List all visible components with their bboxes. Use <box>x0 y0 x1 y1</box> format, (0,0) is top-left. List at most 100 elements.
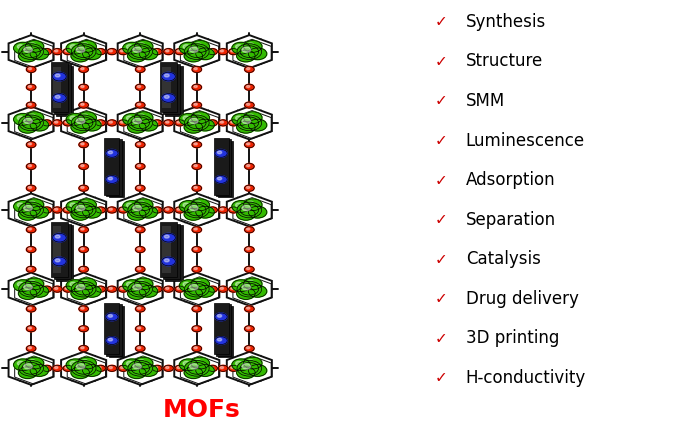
Circle shape <box>138 104 140 106</box>
Circle shape <box>179 359 198 371</box>
Circle shape <box>22 369 29 373</box>
Circle shape <box>26 103 36 109</box>
Polygon shape <box>8 36 53 69</box>
Polygon shape <box>174 194 219 227</box>
Circle shape <box>154 288 158 290</box>
Circle shape <box>232 201 250 213</box>
Circle shape <box>119 207 128 214</box>
Circle shape <box>237 51 255 63</box>
Circle shape <box>75 46 93 59</box>
Circle shape <box>247 248 250 250</box>
Circle shape <box>14 43 32 55</box>
Circle shape <box>247 144 250 146</box>
Circle shape <box>245 247 254 253</box>
Circle shape <box>81 327 84 329</box>
Circle shape <box>247 115 253 119</box>
Circle shape <box>127 362 133 365</box>
Circle shape <box>237 45 262 60</box>
Circle shape <box>123 114 141 126</box>
Circle shape <box>136 326 145 332</box>
Circle shape <box>44 367 47 369</box>
Circle shape <box>133 119 141 125</box>
Circle shape <box>166 209 169 211</box>
Circle shape <box>192 103 201 109</box>
Circle shape <box>70 204 76 207</box>
Circle shape <box>231 209 234 211</box>
Circle shape <box>188 362 206 374</box>
Bar <box>216 140 231 197</box>
Circle shape <box>152 207 162 214</box>
Circle shape <box>123 201 141 213</box>
Polygon shape <box>227 194 272 227</box>
Circle shape <box>247 281 253 285</box>
Circle shape <box>188 125 195 128</box>
Circle shape <box>28 86 32 89</box>
Circle shape <box>109 51 112 53</box>
Text: Luminescence: Luminescence <box>466 131 585 149</box>
Circle shape <box>191 49 198 53</box>
Circle shape <box>71 288 90 299</box>
Circle shape <box>65 288 68 290</box>
Polygon shape <box>61 273 106 306</box>
Circle shape <box>14 114 32 126</box>
Circle shape <box>220 288 223 290</box>
Circle shape <box>210 209 213 211</box>
Circle shape <box>183 117 190 121</box>
Text: Separation: Separation <box>466 210 556 228</box>
Circle shape <box>136 266 145 273</box>
Circle shape <box>71 45 96 60</box>
Text: ✓: ✓ <box>435 14 448 29</box>
Circle shape <box>192 266 201 273</box>
Circle shape <box>28 347 32 349</box>
Circle shape <box>247 268 250 270</box>
Text: ✓: ✓ <box>435 133 448 148</box>
Circle shape <box>127 209 146 221</box>
Circle shape <box>131 46 149 59</box>
Circle shape <box>164 75 169 78</box>
Circle shape <box>245 266 254 273</box>
Circle shape <box>18 116 43 132</box>
Circle shape <box>30 365 49 376</box>
Circle shape <box>240 284 258 296</box>
Circle shape <box>175 365 185 372</box>
Circle shape <box>236 283 242 286</box>
Bar <box>53 227 62 273</box>
Circle shape <box>128 45 153 60</box>
Circle shape <box>162 73 175 82</box>
Polygon shape <box>61 352 106 385</box>
Circle shape <box>135 365 141 369</box>
Bar <box>104 139 119 195</box>
Circle shape <box>208 365 217 372</box>
Circle shape <box>215 313 227 321</box>
Circle shape <box>105 313 118 321</box>
Circle shape <box>53 365 62 372</box>
Polygon shape <box>8 352 53 385</box>
Circle shape <box>184 122 203 134</box>
Circle shape <box>78 112 97 124</box>
Circle shape <box>55 75 60 78</box>
Circle shape <box>29 360 36 364</box>
Circle shape <box>28 268 32 270</box>
Circle shape <box>138 268 140 270</box>
Circle shape <box>63 207 73 214</box>
Bar <box>106 140 121 197</box>
Circle shape <box>25 41 44 53</box>
Circle shape <box>71 116 96 132</box>
Polygon shape <box>8 273 53 306</box>
Circle shape <box>136 247 145 253</box>
Circle shape <box>75 369 81 373</box>
Circle shape <box>98 209 101 211</box>
Circle shape <box>71 122 90 134</box>
Circle shape <box>215 150 227 158</box>
Circle shape <box>128 203 153 218</box>
Circle shape <box>75 290 81 294</box>
Polygon shape <box>174 36 219 69</box>
Circle shape <box>81 144 84 146</box>
Circle shape <box>18 122 37 134</box>
Circle shape <box>229 49 238 56</box>
Circle shape <box>242 48 251 53</box>
Circle shape <box>219 365 228 372</box>
Circle shape <box>248 120 266 132</box>
Circle shape <box>96 121 105 127</box>
Circle shape <box>98 367 101 369</box>
